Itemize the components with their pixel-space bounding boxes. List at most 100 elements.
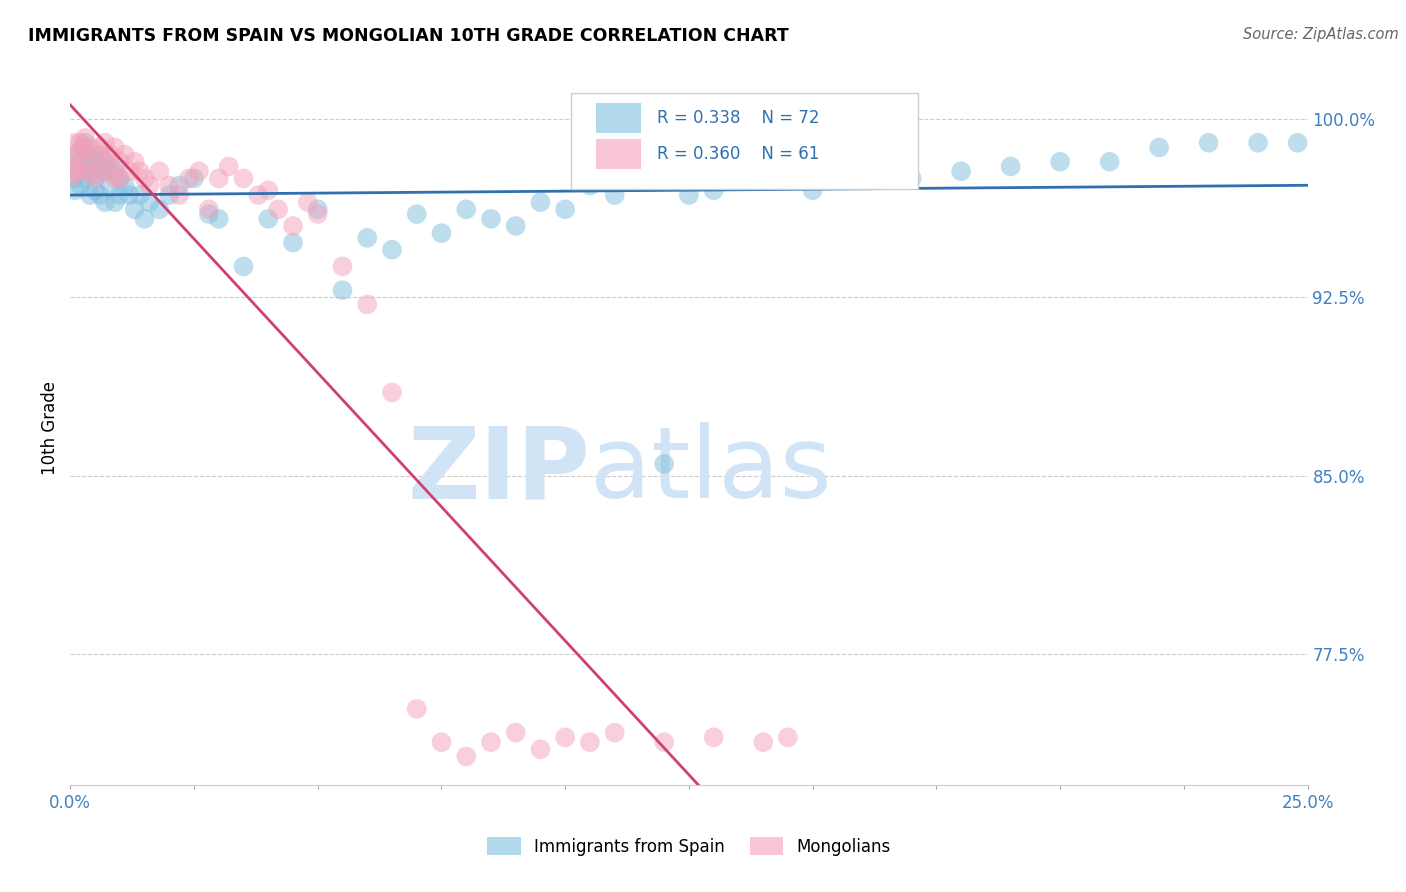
Legend: Immigrants from Spain, Mongolians: Immigrants from Spain, Mongolians: [481, 830, 897, 863]
Point: [72, 140, 94, 154]
Point: [134, 171, 156, 186]
Point: [75, 136, 97, 150]
Point: [628, 171, 651, 186]
Point: [208, 211, 231, 226]
Point: [63, 154, 86, 169]
Point: [167, 178, 190, 193]
Text: Source: ZipAtlas.com: Source: ZipAtlas.com: [1243, 27, 1399, 42]
Point: [157, 188, 180, 202]
Point: [430, 735, 453, 749]
Point: [188, 164, 211, 178]
Point: [69, 178, 91, 193]
Point: [89, 147, 111, 161]
Point: [65, 136, 87, 150]
Point: [84, 171, 107, 186]
Point: [94, 154, 117, 169]
Point: [297, 195, 319, 210]
Point: [579, 735, 602, 749]
Point: [900, 171, 922, 186]
Point: [75, 154, 97, 169]
Point: [776, 731, 799, 745]
Point: [128, 164, 150, 178]
Point: [94, 154, 117, 169]
Point: [652, 457, 675, 471]
Point: [114, 178, 136, 193]
Point: [104, 164, 127, 178]
Point: [84, 183, 107, 197]
Point: [430, 226, 453, 240]
Point: [381, 243, 404, 257]
Point: [405, 702, 427, 716]
Point: [405, 207, 427, 221]
Point: [703, 183, 725, 197]
Point: [65, 164, 87, 178]
Point: [69, 164, 91, 178]
Point: [98, 178, 121, 193]
Point: [79, 188, 101, 202]
Point: [89, 164, 111, 178]
Point: [1098, 154, 1121, 169]
Point: [108, 188, 131, 202]
Point: [79, 147, 101, 161]
Point: [66, 164, 89, 178]
Point: [332, 283, 354, 297]
Point: [801, 183, 824, 197]
Point: [603, 188, 626, 202]
Point: [94, 164, 117, 178]
Point: [157, 178, 180, 193]
Point: [108, 154, 131, 169]
Point: [75, 131, 97, 145]
Point: [177, 171, 200, 186]
Point: [381, 385, 404, 400]
Point: [603, 725, 626, 739]
Point: [138, 195, 160, 210]
Point: [104, 195, 127, 210]
Point: [950, 164, 973, 178]
Point: [479, 211, 502, 226]
Point: [232, 171, 254, 186]
FancyBboxPatch shape: [596, 139, 641, 169]
Point: [138, 178, 160, 193]
Point: [114, 147, 136, 161]
Point: [79, 140, 101, 154]
Point: [118, 188, 141, 202]
Point: [356, 297, 378, 311]
Point: [198, 202, 221, 217]
Point: [356, 231, 378, 245]
Point: [124, 154, 146, 169]
Point: [104, 171, 127, 186]
Point: [98, 160, 121, 174]
Point: [232, 260, 254, 274]
Point: [79, 164, 101, 178]
Point: [281, 235, 304, 250]
Point: [108, 171, 131, 186]
Point: [554, 731, 576, 745]
Point: [84, 154, 107, 169]
Point: [62, 169, 84, 183]
Point: [456, 202, 478, 217]
Point: [84, 171, 107, 186]
Point: [678, 188, 700, 202]
Point: [1286, 136, 1309, 150]
Y-axis label: 10th Grade: 10th Grade: [41, 381, 59, 475]
Point: [104, 140, 127, 154]
Point: [703, 731, 725, 745]
Point: [307, 202, 329, 217]
Point: [89, 140, 111, 154]
Point: [208, 171, 231, 186]
Point: [124, 202, 146, 217]
Point: [579, 178, 602, 193]
Point: [554, 202, 576, 217]
Point: [281, 219, 304, 233]
Point: [332, 260, 354, 274]
Point: [652, 735, 675, 749]
Point: [75, 171, 97, 186]
Point: [148, 164, 170, 178]
Point: [1247, 136, 1270, 150]
Point: [108, 171, 131, 186]
Point: [257, 183, 280, 197]
Point: [98, 164, 121, 178]
Text: atlas: atlas: [591, 423, 831, 519]
Point: [79, 164, 101, 178]
FancyBboxPatch shape: [571, 93, 918, 189]
